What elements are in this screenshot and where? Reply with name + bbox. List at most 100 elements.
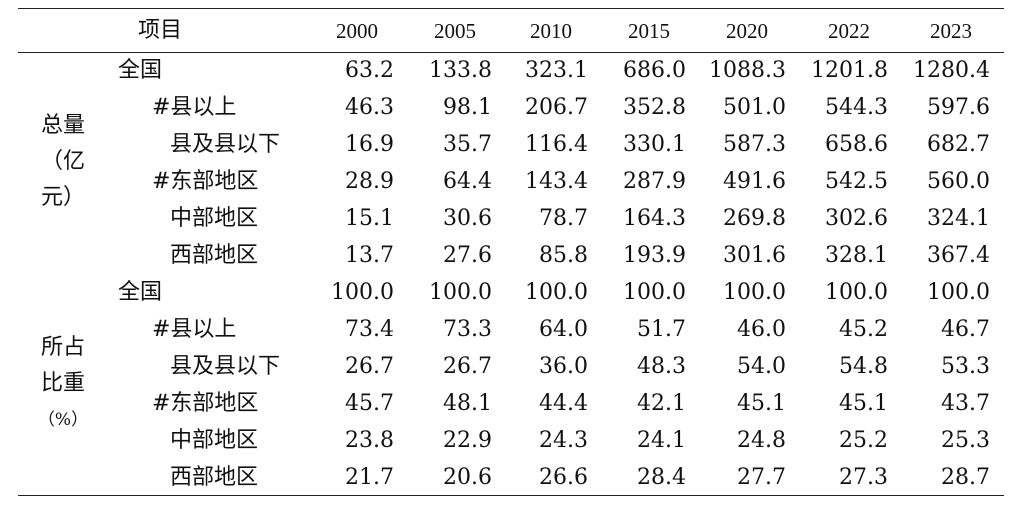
table-cell: 27.6 xyxy=(443,243,492,268)
table-cell: 22.9 xyxy=(443,428,492,453)
group-label-line: 总量 xyxy=(40,113,85,138)
table-cell: 100.0 xyxy=(927,280,990,305)
table-cell: 28.9 xyxy=(345,169,394,194)
table-cell: 46.7 xyxy=(941,317,990,342)
table-cell: 45.7 xyxy=(345,391,394,416)
header-year-2005: 2005 xyxy=(434,19,476,43)
table-cell: 1280.4 xyxy=(913,58,990,83)
row-label: 全国 xyxy=(118,280,163,305)
table-cell: 560.0 xyxy=(927,169,990,194)
table-cell: 269.8 xyxy=(723,206,786,231)
table-cell: 100.0 xyxy=(525,280,588,305)
table-cell: 36.0 xyxy=(539,354,588,379)
row-label: #县以上 xyxy=(152,95,237,120)
table-cell: 302.6 xyxy=(825,206,888,231)
header-year-2020: 2020 xyxy=(726,19,768,43)
row-label: 中部地区 xyxy=(170,428,259,453)
table-bottom-rule xyxy=(18,495,1004,496)
table-cell: 25.3 xyxy=(941,428,990,453)
header-year-2000: 2000 xyxy=(336,19,378,43)
row-label: #东部地区 xyxy=(152,169,259,194)
table-cell: 24.1 xyxy=(637,428,686,453)
table-cell: 1088.3 xyxy=(709,58,786,83)
table-cell: 143.4 xyxy=(525,169,588,194)
row-label: 中部地区 xyxy=(170,206,259,231)
table-cell: 100.0 xyxy=(825,280,888,305)
table-cell: 26.7 xyxy=(345,354,394,379)
row-label: 西部地区 xyxy=(170,465,259,490)
group-label-line: （%） xyxy=(37,410,89,430)
table-cell: 64.4 xyxy=(443,169,492,194)
table-cell: 85.8 xyxy=(539,243,588,268)
table-cell: 73.3 xyxy=(443,317,492,342)
table-cell: 324.1 xyxy=(927,206,990,231)
table-cell: 501.0 xyxy=(723,95,786,120)
table-cell: 330.1 xyxy=(623,132,686,157)
table-top-rule xyxy=(18,8,1004,9)
group-label-line: 所占 xyxy=(40,335,85,360)
row-label: 县及县以下 xyxy=(170,132,281,157)
table-cell: 46.0 xyxy=(737,317,786,342)
table-cell: 24.3 xyxy=(539,428,588,453)
table-cell: 28.7 xyxy=(941,465,990,490)
table-cell: 63.2 xyxy=(345,58,394,83)
table-cell: 23.8 xyxy=(345,428,394,453)
table-cell: 100.0 xyxy=(723,280,786,305)
table-cell: 54.0 xyxy=(737,354,786,379)
table-cell: 44.4 xyxy=(539,391,588,416)
row-label: #东部地区 xyxy=(152,391,259,416)
table-cell: 686.0 xyxy=(623,58,686,83)
table-cell: 1201.8 xyxy=(811,58,888,83)
table-cell: 53.3 xyxy=(941,354,990,379)
table-cell: 48.3 xyxy=(637,354,686,379)
table-cell: 367.4 xyxy=(927,243,990,268)
table-cell: 54.8 xyxy=(839,354,888,379)
table-cell: 45.1 xyxy=(839,391,888,416)
group-label-total: 总量 （亿 元） xyxy=(28,108,98,216)
table-cell: 542.5 xyxy=(825,169,888,194)
table-cell: 20.6 xyxy=(443,465,492,490)
group-label-share: 所占 比重 （%） xyxy=(28,330,98,438)
table-cell: 13.7 xyxy=(345,243,394,268)
table-cell: 287.9 xyxy=(623,169,686,194)
table-cell: 491.6 xyxy=(723,169,786,194)
group-label-line: 元） xyxy=(40,185,85,210)
table-cell: 100.0 xyxy=(331,280,394,305)
table-cell: 26.6 xyxy=(539,465,588,490)
table-cell: 587.3 xyxy=(723,132,786,157)
table-cell: 100.0 xyxy=(623,280,686,305)
table-cell: 15.1 xyxy=(345,206,394,231)
table-cell: 45.1 xyxy=(737,391,786,416)
table-cell: 682.7 xyxy=(927,132,990,157)
table-cell: 27.3 xyxy=(839,465,888,490)
group-label-line: （亿 xyxy=(40,149,85,174)
table-cell: 25.2 xyxy=(839,428,888,453)
table-cell: 46.3 xyxy=(345,95,394,120)
table-cell: 30.6 xyxy=(443,206,492,231)
header-year-2023: 2023 xyxy=(930,19,972,43)
table-cell: 26.7 xyxy=(443,354,492,379)
table-cell: 301.6 xyxy=(723,243,786,268)
table-cell: 352.8 xyxy=(623,95,686,120)
table-cell: 51.7 xyxy=(637,317,686,342)
table-cell: 98.1 xyxy=(443,95,492,120)
header-year-2010: 2010 xyxy=(530,19,572,43)
table-cell: 193.9 xyxy=(623,243,686,268)
table-cell: 64.0 xyxy=(539,317,588,342)
table-cell: 116.4 xyxy=(525,132,588,157)
table-cell: 544.3 xyxy=(825,95,888,120)
group-label-line: 比重 xyxy=(40,371,85,396)
row-label: 县及县以下 xyxy=(170,354,281,379)
table-cell: 43.7 xyxy=(941,391,990,416)
table-header-rule xyxy=(18,52,1004,53)
table-cell: 206.7 xyxy=(525,95,588,120)
table-cell: 658.6 xyxy=(825,132,888,157)
table-cell: 100.0 xyxy=(429,280,492,305)
header-year-2015: 2015 xyxy=(628,19,670,43)
table-cell: 45.2 xyxy=(839,317,888,342)
table-cell: 328.1 xyxy=(825,243,888,268)
row-label: 西部地区 xyxy=(170,243,259,268)
header-item-label: 项目 xyxy=(138,18,183,43)
row-label: #县以上 xyxy=(152,317,237,342)
table-cell: 16.9 xyxy=(345,132,394,157)
